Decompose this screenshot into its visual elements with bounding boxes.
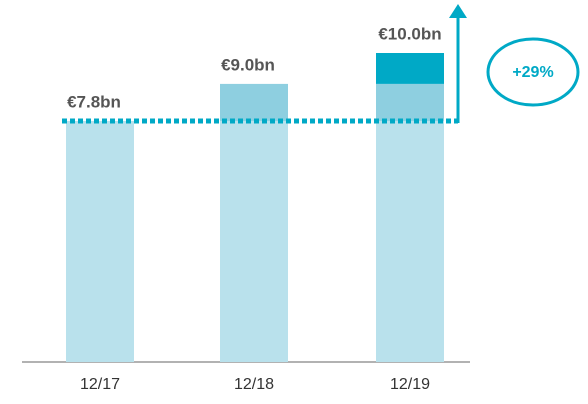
bar-segment bbox=[220, 120, 288, 362]
bar-segment bbox=[376, 53, 444, 84]
value-label: €9.0bn bbox=[221, 55, 275, 74]
x-tick-label: 12/17 bbox=[80, 376, 120, 393]
bar-segment bbox=[220, 83, 288, 121]
annotation: +29% bbox=[512, 64, 553, 81]
x-tick-label: 12/19 bbox=[390, 376, 430, 393]
bar-segment bbox=[376, 120, 444, 362]
arrow-head bbox=[449, 4, 467, 18]
annotation-ellipse bbox=[486, 37, 580, 107]
x-tick-label: 12/18 bbox=[234, 376, 274, 393]
bar-segment bbox=[376, 83, 444, 121]
value-label: €7.8bn bbox=[67, 92, 121, 111]
value-label: €10.0bn bbox=[378, 24, 441, 43]
bar-segment bbox=[66, 120, 134, 362]
